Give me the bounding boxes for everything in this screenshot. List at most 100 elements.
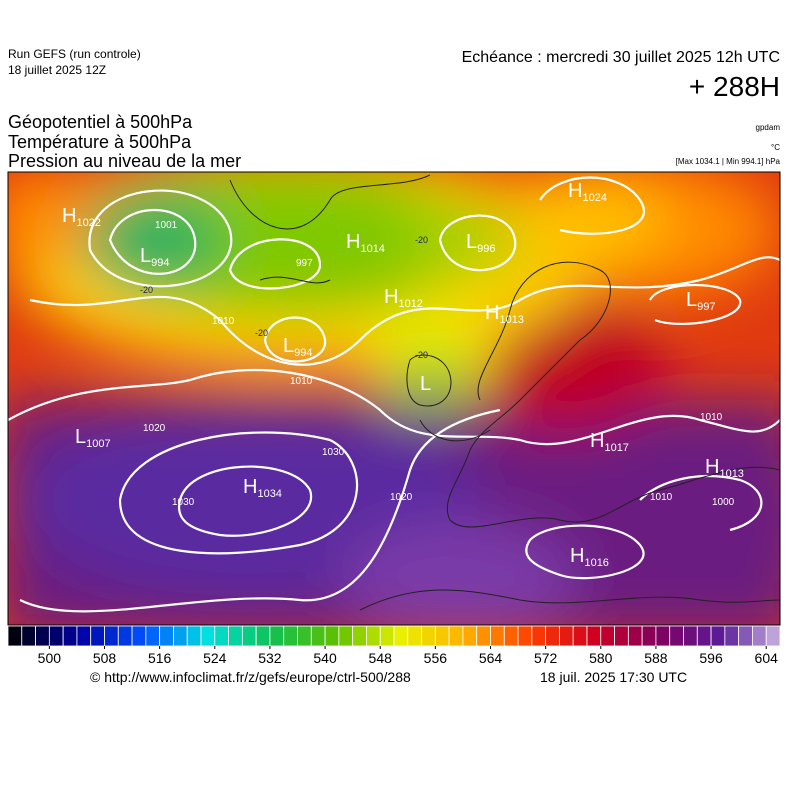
center-kind: H <box>384 286 398 308</box>
center-kind: L <box>283 335 294 357</box>
colorbar-swatch <box>297 625 312 647</box>
colorbar-swatch <box>641 625 657 647</box>
colorbar-tick-label: 508 <box>93 650 117 666</box>
field: Température à 500hPa <box>8 132 192 152</box>
colorbar-swatch <box>228 625 243 647</box>
center-kind: L <box>420 373 431 395</box>
colorbar-tick-label: 524 <box>203 650 227 666</box>
colorbar-swatch <box>696 625 712 647</box>
pressure-center: L994 <box>140 245 169 269</box>
colorbar-swatch <box>366 625 381 647</box>
colorbar-swatch <box>255 625 271 647</box>
colorbar-swatch <box>117 625 133 647</box>
colorbar-tick-label: 532 <box>258 650 282 666</box>
isobar-label: 1010 <box>650 492 673 503</box>
colorbar-tick-label: 580 <box>589 650 613 666</box>
colorbar-swatch <box>462 625 478 647</box>
center-value: 1007 <box>86 438 110 450</box>
colorbar-tick-label: 500 <box>38 650 62 666</box>
colorbar-swatch <box>379 625 395 647</box>
colorbar-swatch <box>724 625 740 647</box>
unit: gpdam <box>756 123 781 132</box>
center-value: 1034 <box>257 488 281 500</box>
center-value: 1016 <box>584 557 608 569</box>
isobar-label: 1010 <box>212 316 235 327</box>
colorbar-swatch <box>173 625 188 647</box>
colorbar-swatch <box>503 625 519 647</box>
center-value: 996 <box>477 243 495 255</box>
colorbar-swatch <box>7 625 23 647</box>
pressure-center: H1013 <box>485 302 524 326</box>
colorbar-swatch <box>614 625 629 647</box>
isobar-label: 1030 <box>322 447 345 458</box>
center-kind: H <box>62 205 76 227</box>
center-kind: L <box>466 231 477 253</box>
colorbar-swatch <box>200 625 216 647</box>
pressure-center: L997 <box>686 289 715 313</box>
center-kind: L <box>140 245 151 267</box>
colorbar-swatch <box>531 625 547 647</box>
colorbar-swatch <box>310 625 326 647</box>
pressure-center: H1022 <box>62 205 101 229</box>
colorbar-swatch <box>627 625 643 647</box>
colorbar-swatch <box>490 625 505 647</box>
colorbar: 500 508 516 524 532 540 548 556 564 572 580 588 596 6… <box>7 625 781 666</box>
center-kind: L <box>75 426 86 448</box>
colorbar-tick-label: 548 <box>369 650 393 666</box>
center-kind: H <box>485 302 499 324</box>
isobar-label: 1010 <box>290 376 313 387</box>
pressure-center: H1013 <box>705 456 744 480</box>
colorbar-swatch <box>476 625 491 647</box>
colorbar-swatch <box>35 625 50 647</box>
center-value: 1022 <box>76 217 100 229</box>
colorbar-swatch <box>393 625 409 647</box>
colorbar-swatch <box>407 625 422 647</box>
pressure-center: H1017 <box>590 430 629 454</box>
run: Run GEFS (run controle) <box>8 47 141 61</box>
pressure-center: L994 <box>283 335 312 359</box>
temp-label: -20 <box>255 328 268 338</box>
center-value: 994 <box>151 257 169 269</box>
colorbar-swatch <box>572 625 588 647</box>
pressure-center: L996 <box>466 231 495 255</box>
isobar-label: 1001 <box>155 220 178 231</box>
center-kind: H <box>570 545 584 567</box>
run-date: 18 juillet 2025 12Z <box>8 63 106 77</box>
colorbar-swatch <box>559 625 574 647</box>
pressure-center: H1012 <box>384 286 423 310</box>
center-kind: H <box>568 180 582 202</box>
map-frame <box>7 171 781 626</box>
colorbar-swatch <box>655 625 671 647</box>
isobar-label: 1010 <box>700 412 723 423</box>
colorbar-swatch <box>48 625 64 647</box>
colorbar-swatch <box>338 625 354 647</box>
colorbar-swatch <box>738 625 753 647</box>
colorbar-swatch <box>145 625 161 647</box>
colorbar-swatch <box>421 625 436 647</box>
colorbar-swatch <box>669 625 684 647</box>
colorbar-swatch <box>283 625 298 647</box>
echeance: Echéance : mercredi 30 juillet 2025 12h … <box>462 49 780 66</box>
colorbar-swatch <box>752 625 767 647</box>
colorbar-swatch <box>517 625 533 647</box>
isobar-label: 1000 <box>712 497 735 508</box>
colorbar-tick-label: 516 <box>148 650 172 666</box>
colorbar-swatch <box>104 625 119 647</box>
center-value: 1013 <box>499 314 523 326</box>
isobar-label: 1020 <box>143 423 166 434</box>
colorbar-swatch <box>90 625 105 647</box>
colorbar-swatch <box>448 625 464 647</box>
colorbar-swatch <box>352 625 367 647</box>
pressure-range: [Max 1034.1 | Min 994.1] hPa <box>676 157 781 166</box>
colorbar-swatch <box>324 625 340 647</box>
field: Pression au niveau de la mer <box>8 151 241 171</box>
colorbar-swatch <box>131 625 147 647</box>
unit: °C <box>771 143 780 152</box>
pressure-center: L1007 <box>75 426 111 450</box>
field: Géopotentiel à 500hPa <box>8 112 193 132</box>
pressure-center: L <box>420 373 431 395</box>
pressure-center: H1024 <box>568 180 607 204</box>
center-kind: H <box>705 456 719 478</box>
